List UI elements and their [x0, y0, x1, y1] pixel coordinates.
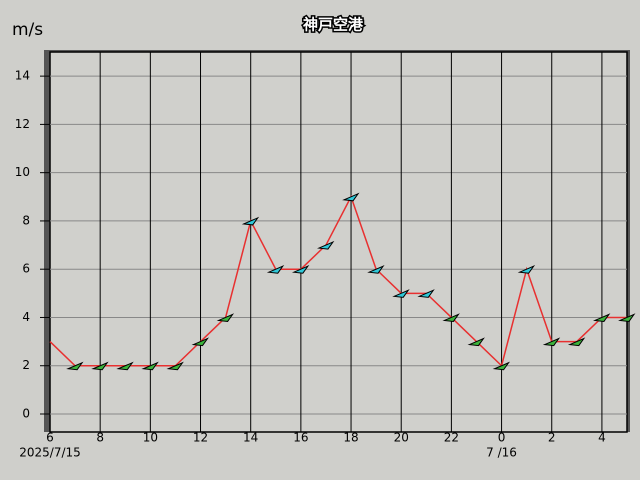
x-tick-label: 4 [598, 431, 606, 445]
wind-marker [241, 216, 260, 226]
y-tick-label: 2 [22, 358, 30, 372]
wind-marker [542, 337, 561, 347]
y-tick-label: 8 [22, 213, 30, 227]
x-tick-label: 18 [343, 431, 358, 445]
y-tick-label: 0 [22, 407, 30, 421]
wind-marker [392, 289, 410, 298]
x-tick-label: 20 [394, 431, 409, 445]
wind-marker [442, 313, 460, 322]
wind-marker [342, 192, 360, 202]
x-tick-label: 16 [293, 431, 308, 445]
wind-marker [467, 337, 485, 347]
wind-marker [367, 265, 385, 274]
wind-marker [91, 361, 109, 371]
wind-marker [291, 265, 310, 274]
x-tick-label: 8 [96, 431, 104, 445]
wind-marker [116, 361, 134, 371]
wind-marker [492, 361, 511, 371]
date-label: 2025/7/15 [19, 446, 81, 460]
wind-marker [266, 265, 285, 274]
date-label: 7 /16 [486, 446, 517, 460]
chart-title: 神戸空港 [303, 16, 364, 34]
x-tick-label: 22 [444, 431, 459, 445]
wind-marker [592, 313, 611, 322]
wind-marker [141, 361, 159, 371]
wind-marker [517, 265, 536, 274]
y-tick-label: 10 [15, 165, 30, 179]
x-tick-label: 10 [143, 431, 158, 445]
wind-marker [417, 289, 435, 298]
x-tick-label: 0 [498, 431, 506, 445]
x-tick-label: 12 [193, 431, 208, 445]
wind-marker [567, 337, 586, 347]
y-tick-label: 6 [22, 262, 30, 276]
series-line [49, 194, 627, 368]
wind-marker [317, 240, 335, 250]
wind-marker [216, 313, 235, 322]
wind-marker [191, 337, 209, 347]
y-tick-label: 4 [22, 310, 30, 324]
wind-marker [166, 361, 184, 371]
wind-marker [66, 361, 84, 371]
x-tick-label: 6 [46, 431, 54, 445]
y-tick-label: 12 [15, 117, 30, 131]
x-tick-label: 2 [548, 431, 556, 445]
plot-area [49, 51, 628, 433]
y-tick-label: 14 [15, 69, 30, 83]
x-tick-label: 14 [243, 431, 258, 445]
y-unit: m/s [12, 20, 43, 40]
wind-marker [618, 313, 636, 322]
